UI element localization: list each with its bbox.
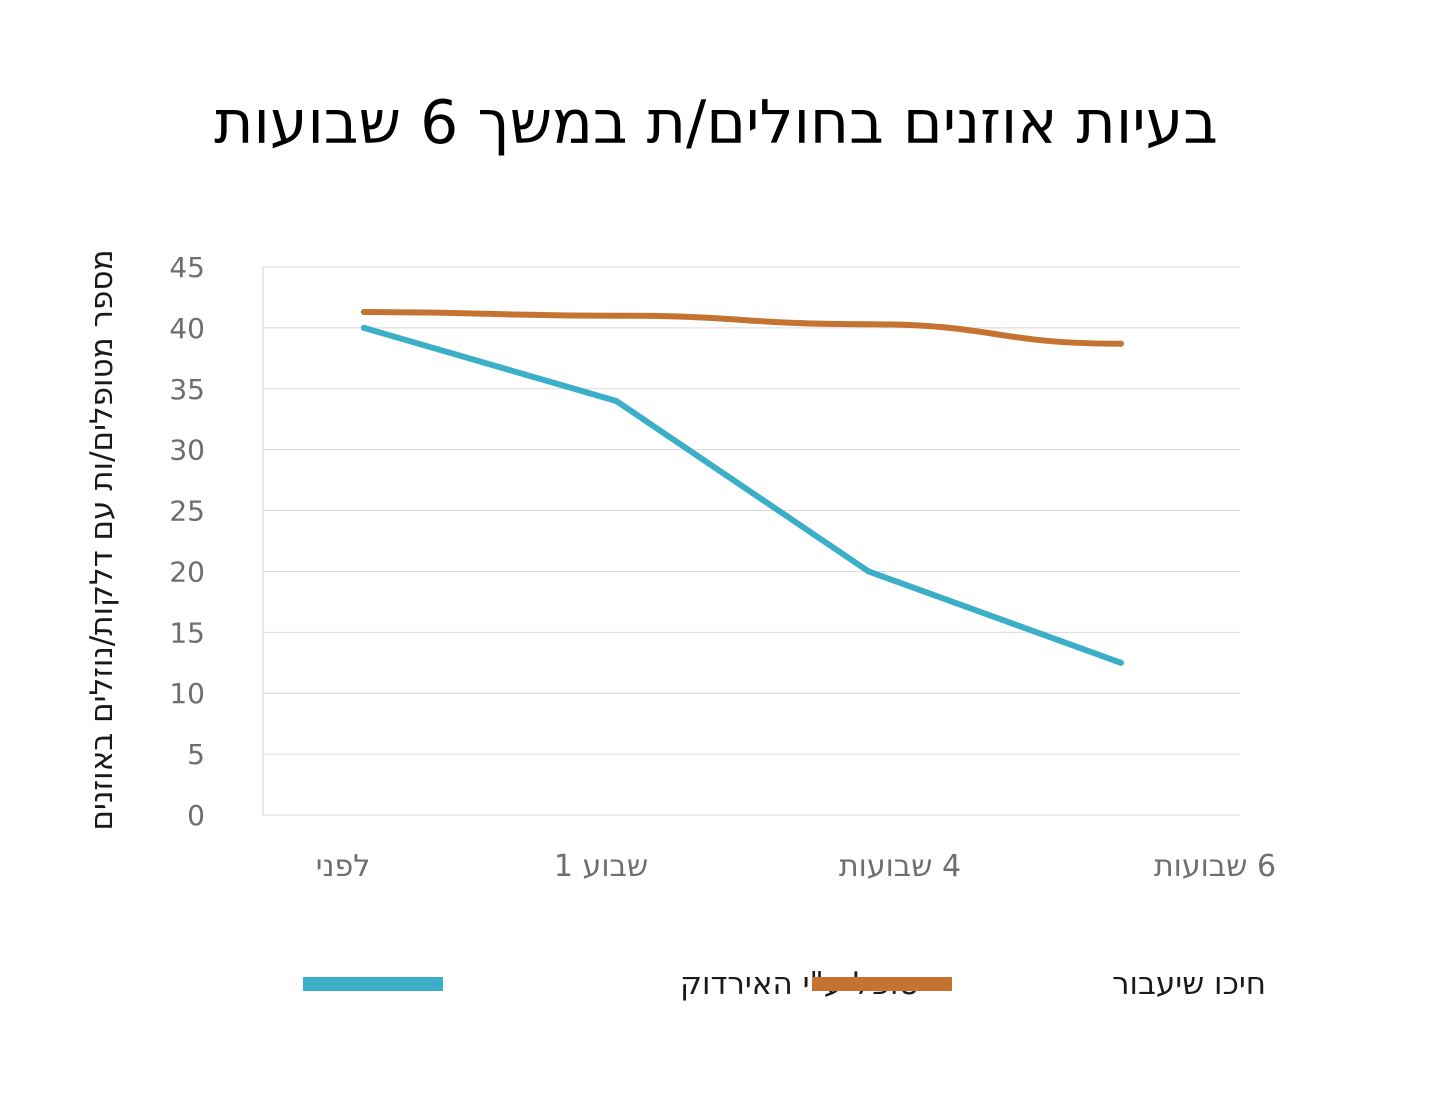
y-axis-label: מספר מטופלים/ות עם דלקות/נוזלים באוזנים: [84, 249, 120, 830]
y-tick-label: 5: [187, 738, 205, 771]
x-tick-label: 4 שבועות: [839, 849, 961, 884]
data-point-series-2-0: [361, 309, 367, 316]
data-point-series-1-2: [865, 568, 872, 575]
y-tick-label: 35: [169, 373, 205, 406]
legend-item-2: חיכו שיעבור: [812, 966, 1266, 1002]
y-tick-label: 40: [169, 312, 205, 345]
y-tick-label: 25: [169, 495, 205, 528]
data-point-series-1-3: [1117, 659, 1124, 666]
x-tick-label: לפני: [316, 849, 371, 884]
data-point-series-1-0: [361, 324, 367, 331]
series-line-2: [361, 309, 1124, 347]
y-tick-label: 0: [187, 799, 205, 832]
data-point-series-2-1: [613, 312, 620, 319]
legend-label: חיכו שיעבור: [1112, 966, 1266, 1002]
y-tick-label: 30: [169, 434, 205, 467]
y-tick-label: 10: [169, 677, 205, 710]
x-tick-label: שבוע 1: [554, 849, 648, 884]
grid: [262, 266, 1240, 816]
series-lines: [361, 309, 1124, 666]
x-axis-ticks: לפני שבוע 1 4 שבועות 6 שבועות: [316, 849, 1276, 884]
series-line-1: [361, 324, 1124, 666]
data-point-series-2-3: [1117, 340, 1124, 347]
y-tick-label: 15: [169, 616, 205, 649]
data-point-series-1-1: [613, 397, 620, 404]
chart-title: בעיות אוזנים בחולים/ת במשך 6 שבועות: [214, 88, 1218, 158]
legend-swatch: [303, 977, 443, 991]
x-tick-label: 6 שבועות: [1154, 849, 1276, 884]
y-axis-ticks: 0 5 10 15 20 25 30 35 40 45: [169, 251, 205, 832]
legend-swatch: [812, 977, 952, 991]
legend: טופל ע"י האירדוק חיכו שיעבור: [303, 966, 1266, 1002]
y-tick-label: 20: [169, 555, 205, 588]
data-point-series-2-2: [865, 321, 872, 328]
y-tick-label: 45: [169, 251, 205, 284]
